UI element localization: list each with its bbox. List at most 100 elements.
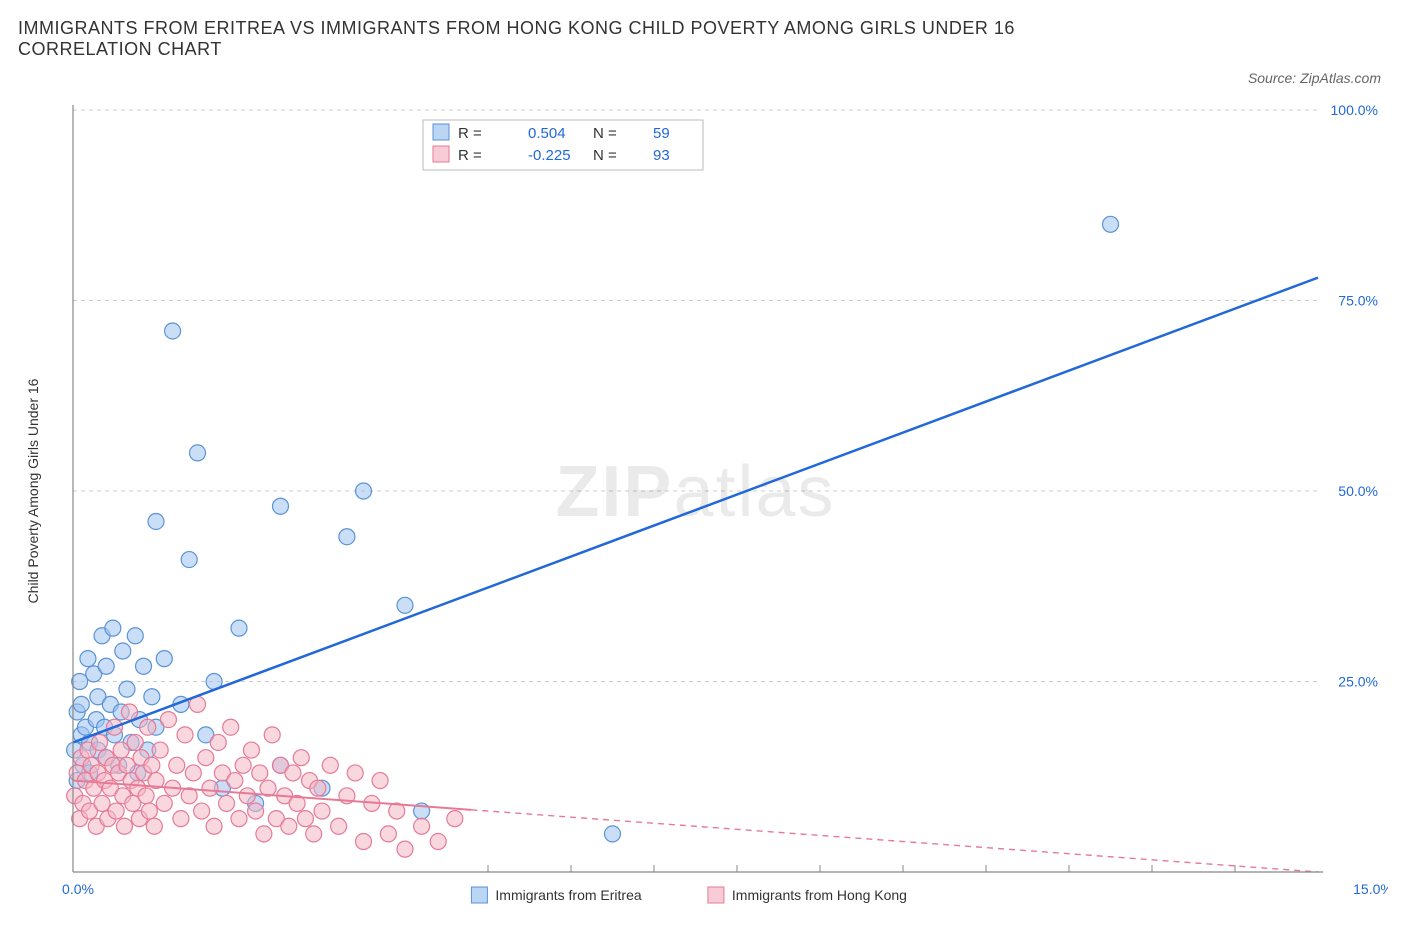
data-point: [293, 750, 309, 766]
chart-title: IMMIGRANTS FROM ERITREA VS IMMIGRANTS FR…: [18, 18, 1118, 60]
data-point: [177, 727, 193, 743]
source-label: Source: ZipAtlas.com: [1248, 70, 1381, 86]
data-point: [105, 620, 121, 636]
data-point: [356, 483, 372, 499]
data-point: [148, 513, 164, 529]
data-point: [231, 811, 247, 827]
data-point: [605, 826, 621, 842]
y-tick-label: 100.0%: [1331, 102, 1378, 118]
data-point: [356, 834, 372, 850]
data-point: [98, 658, 114, 674]
legend-swatch-hongkong: [433, 146, 449, 162]
legend-n-value: 59: [653, 125, 670, 142]
data-point: [273, 498, 289, 514]
data-point: [127, 628, 143, 644]
legend-r-label: R =: [458, 147, 482, 164]
data-point: [165, 323, 181, 339]
data-point: [210, 734, 226, 750]
data-point: [239, 788, 255, 804]
data-point: [206, 818, 222, 834]
y-tick-label: 25.0%: [1338, 674, 1378, 690]
data-point: [72, 674, 88, 690]
data-point: [223, 719, 239, 735]
data-point: [113, 742, 129, 758]
data-point: [94, 795, 110, 811]
data-point: [156, 651, 172, 667]
data-point: [231, 620, 247, 636]
data-point: [414, 818, 430, 834]
data-point: [92, 734, 108, 750]
data-point: [447, 811, 463, 827]
data-point: [138, 788, 154, 804]
x-tick-label: 15.0%: [1353, 881, 1388, 897]
data-point: [80, 651, 96, 667]
data-point: [397, 597, 413, 613]
data-point: [127, 734, 143, 750]
x-tick-label: 0.0%: [62, 881, 94, 897]
trend-line-eritrea: [73, 278, 1318, 743]
data-point: [248, 803, 264, 819]
data-point: [285, 765, 301, 781]
data-point: [160, 712, 176, 728]
data-point: [235, 757, 251, 773]
data-point: [430, 834, 446, 850]
legend-r-value: -0.225: [528, 147, 571, 164]
series-hongkong: [67, 696, 463, 857]
data-point: [256, 826, 272, 842]
data-point: [190, 445, 206, 461]
data-point: [198, 750, 214, 766]
y-tick-label: 75.0%: [1338, 293, 1378, 309]
trend-line-ext-hongkong: [471, 810, 1318, 872]
bottom-legend-swatch-hongkong: [708, 887, 724, 903]
data-point: [347, 765, 363, 781]
legend-n-label: N =: [593, 147, 617, 164]
y-tick-label: 50.0%: [1338, 483, 1378, 499]
data-point: [227, 773, 243, 789]
data-point: [297, 811, 313, 827]
legend-swatch-eritrea: [433, 124, 449, 140]
data-point: [156, 795, 172, 811]
scatter-chart: 25.0% 50.0% 75.0% 100.0% ZIPatlas 0.0% 15.0% Ch…: [18, 95, 1388, 912]
data-point: [146, 818, 162, 834]
data-point: [264, 727, 280, 743]
data-point: [119, 757, 135, 773]
legend-n-label: N =: [593, 125, 617, 142]
data-point: [108, 803, 124, 819]
data-point: [119, 681, 135, 697]
data-point: [331, 818, 347, 834]
bottom-legend-swatch-eritrea: [471, 887, 487, 903]
data-point: [1103, 216, 1119, 232]
data-point: [202, 780, 218, 796]
data-point: [310, 780, 326, 796]
data-point: [144, 689, 160, 705]
data-point: [116, 818, 132, 834]
data-point: [141, 803, 157, 819]
data-point: [314, 803, 330, 819]
bottom-legend-label-hongkong: Immigrants from Hong Kong: [732, 887, 907, 903]
data-point: [339, 529, 355, 545]
data-point: [121, 704, 137, 720]
data-point: [185, 765, 201, 781]
data-point: [281, 818, 297, 834]
legend-r-label: R =: [458, 125, 482, 142]
data-point: [194, 803, 210, 819]
data-point: [140, 719, 156, 735]
data-point: [181, 552, 197, 568]
data-point: [397, 841, 413, 857]
data-point: [252, 765, 268, 781]
y-axis-label: Child Poverty Among Girls Under 16: [25, 378, 41, 603]
data-point: [173, 811, 189, 827]
watermark: ZIPatlas: [555, 452, 835, 532]
data-point: [306, 826, 322, 842]
legend-r-value: 0.504: [528, 125, 566, 142]
data-point: [115, 643, 131, 659]
data-point: [372, 773, 388, 789]
data-point: [144, 757, 160, 773]
data-point: [380, 826, 396, 842]
bottom-legend-label-eritrea: Immigrants from Eritrea: [495, 887, 641, 903]
data-point: [136, 658, 152, 674]
data-point: [169, 757, 185, 773]
data-point: [73, 696, 89, 712]
data-point: [152, 742, 168, 758]
data-point: [243, 742, 259, 758]
